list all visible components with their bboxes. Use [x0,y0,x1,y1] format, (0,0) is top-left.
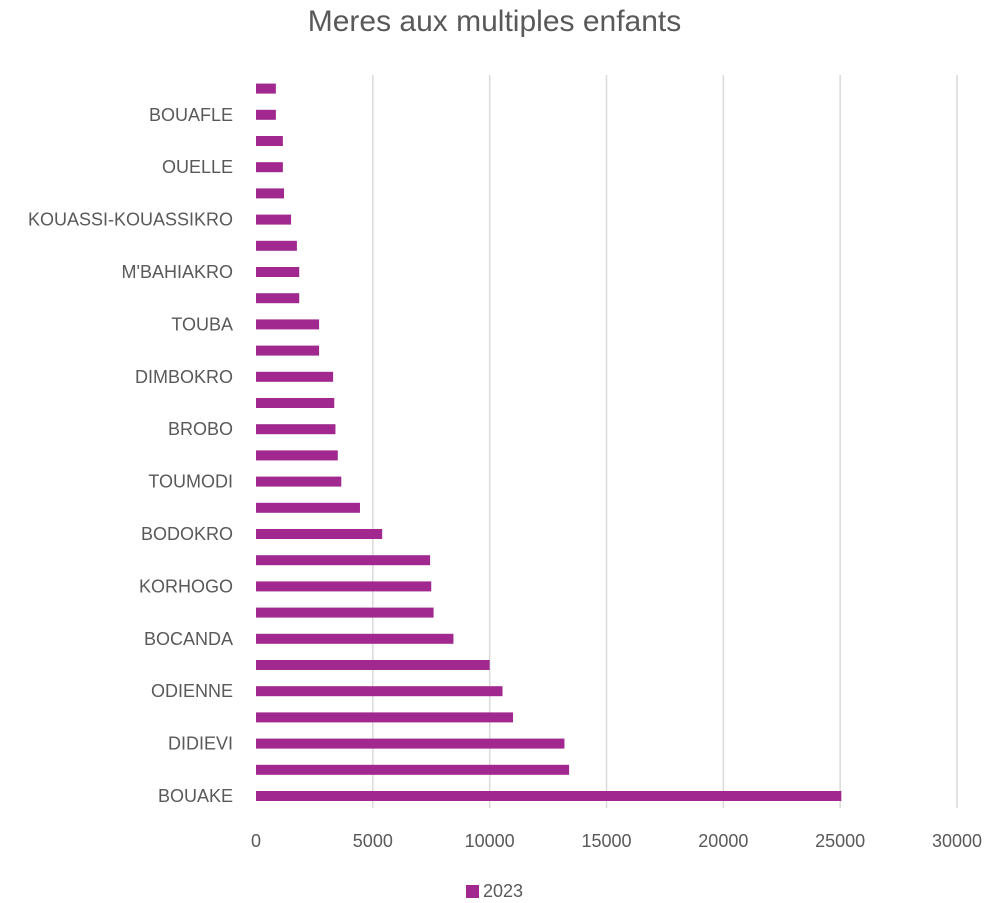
x-tick-labels: 0 5000 10000 15000 20000 25000 30000 [251,831,982,851]
bar [256,240,297,251]
bar [256,529,383,539]
category-label: ODIENNE [151,681,233,701]
bar [256,371,334,382]
bar [256,476,342,487]
category-label: BODOKRO [141,524,233,544]
bar [256,555,431,566]
bar [256,214,292,225]
bar [256,83,276,94]
category-label: BOCANDA [144,629,233,649]
x-tick-label: 15000 [581,831,631,851]
category-label: BOUAFLE [149,105,233,125]
x-tick-label: 30000 [932,831,982,851]
bar [256,686,503,697]
legend-label: 2023 [482,881,524,901]
category-label: TOUBA [171,314,233,334]
bar [256,450,338,461]
bars [256,83,842,801]
bar [256,424,336,435]
bar [256,738,565,749]
category-labels: BOUAKE DIDIEVI ODIENNE BOCANDA KORHOGO BODOKR… [28,105,233,806]
bar [256,267,300,277]
bar [256,345,320,356]
category-label: TOUMODI [148,472,233,492]
bar [256,293,300,304]
bar [256,581,432,592]
category-label: KOUASSI-KOUASSIKRO [28,210,233,230]
category-label: KORHOGO [139,576,233,596]
legend-swatch [465,885,479,898]
chart-title: Meres aux multiples enfants [307,5,682,38]
bar [256,791,842,801]
bar [256,109,276,120]
x-tick-label: 20000 [698,831,748,851]
bar [256,712,514,723]
category-label: BOUAKE [158,786,233,806]
bar [256,188,285,199]
bar [256,502,360,513]
category-label: DIMBOKRO [135,367,233,387]
bar [256,162,283,173]
category-label: M'BAHIAKRO [122,262,233,282]
bar [256,398,335,408]
bar [256,319,320,330]
category-label: OUELLE [162,157,233,177]
x-tick-label: 10000 [465,831,515,851]
category-label: DIDIEVI [168,734,233,754]
x-tick-label: 5000 [353,831,393,851]
bar [256,633,454,644]
bar [256,607,434,618]
legend: 2023 [0,880,989,902]
gridlines [372,75,958,808]
x-tick-label: 25000 [815,831,865,851]
category-label: BROBO [168,419,233,439]
bar [256,660,490,670]
bar [256,764,570,775]
x-tick-label: 0 [251,831,261,851]
bar [256,136,283,146]
